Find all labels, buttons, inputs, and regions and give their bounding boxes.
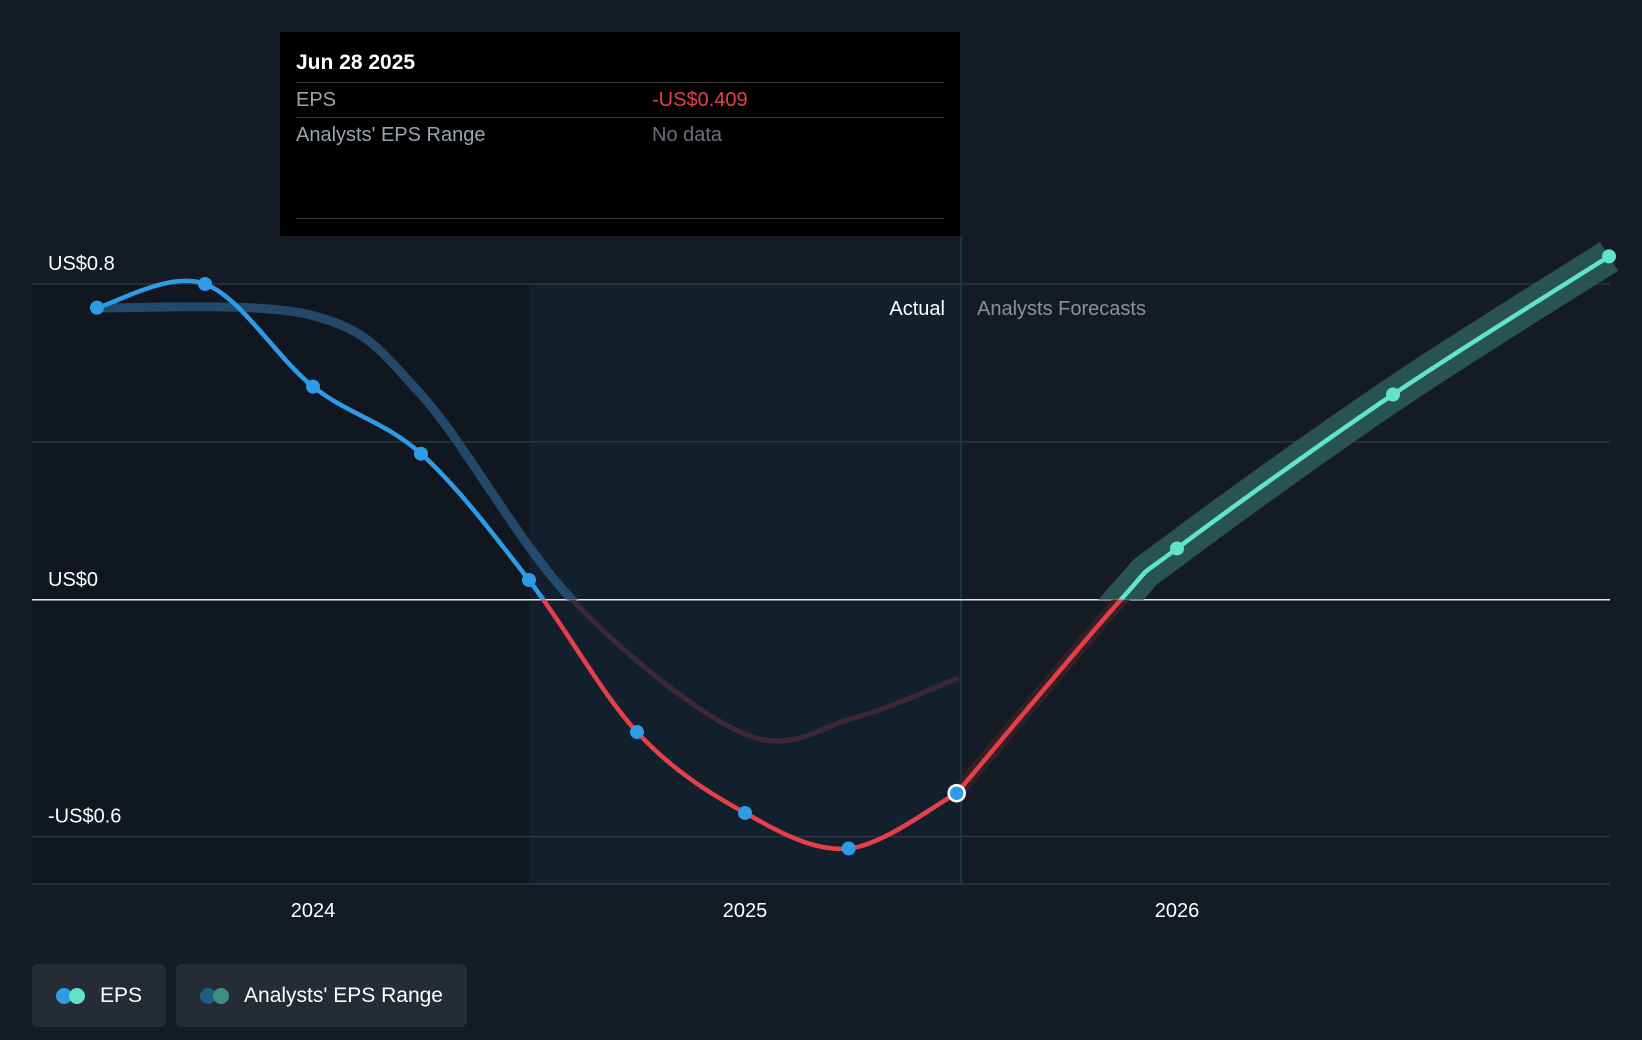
eps-point [90, 300, 104, 315]
eps-point [306, 379, 320, 394]
tooltip-range-value: No data [652, 124, 723, 146]
range-band-below [568, 599, 960, 744]
tooltip-range-label: Analysts' EPS Range [296, 124, 486, 146]
x-tick-label: 2026 [1155, 900, 1200, 922]
tooltip-row-range: Analysts' EPS Range No data [296, 118, 944, 152]
legend: EPS Analysts' EPS Range [32, 964, 467, 1027]
eps-point [841, 841, 856, 856]
forecast-line-negative [954, 599, 1124, 796]
tooltip-eps-value: -US$0.409 [652, 89, 748, 111]
forecast-line-positive [1117, 254, 1612, 600]
eps-point [738, 805, 752, 820]
y-tick-label: US$0.8 [48, 253, 115, 275]
eps-point [522, 573, 536, 588]
eps-line-negative [540, 599, 959, 852]
forecast-label: Analysts Forecasts [977, 298, 1146, 320]
legend-item-range[interactable]: Analysts' EPS Range [176, 964, 467, 1027]
tooltip-row-eps: EPS -US$0.409 [296, 83, 944, 118]
forecast-point [1170, 541, 1184, 556]
y-tick-label: -US$0.6 [48, 806, 121, 828]
x-tick-label: 2024 [291, 900, 336, 922]
eps-point [630, 725, 644, 740]
eps-legend-icon [56, 987, 86, 1004]
legend-range-label: Analysts' EPS Range [244, 983, 443, 1007]
range-legend-icon [200, 987, 230, 1004]
tooltip-date: Jun 28 2025 [296, 32, 944, 83]
legend-item-eps[interactable]: EPS [32, 964, 167, 1027]
highlighted-point [947, 783, 966, 803]
eps-point [198, 277, 212, 291]
legend-eps-label: EPS [100, 983, 143, 1007]
actual-label: Actual [889, 298, 945, 320]
forecast-point [1386, 387, 1400, 402]
range-band-above [92, 302, 579, 600]
tooltip-eps-label: EPS [296, 89, 337, 111]
actual-shaded-region [529, 284, 961, 884]
tooltip: Jun 28 2025 EPS -US$0.409 Analysts' EPS … [280, 32, 960, 236]
forecast-point [1602, 249, 1616, 264]
tooltip-divider [296, 218, 944, 219]
eps-point [414, 446, 428, 461]
forecast-range-band [1098, 242, 1619, 600]
x-tick-label: 2025 [723, 900, 768, 922]
y-tick-label: US$0 [48, 569, 98, 591]
